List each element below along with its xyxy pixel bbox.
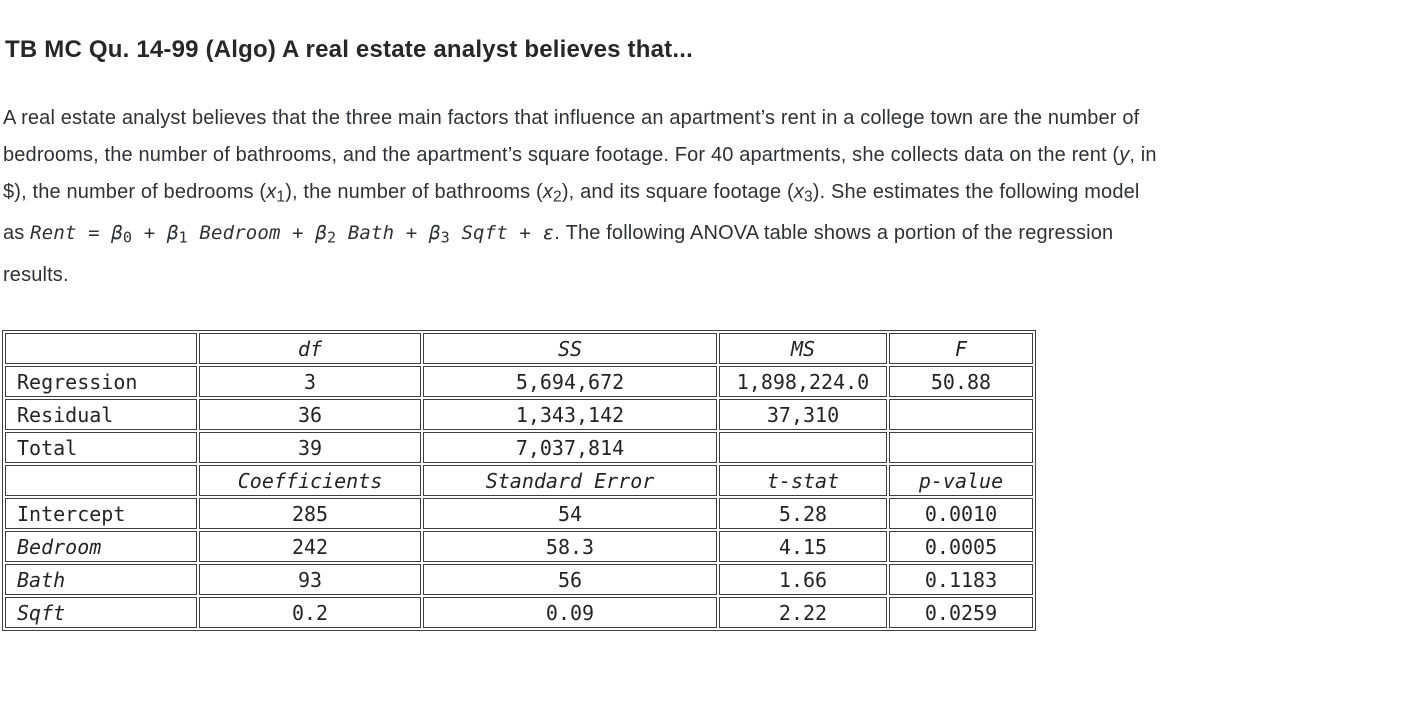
intro-text: results. [3,264,69,287]
cell-coefficient: 285 [199,498,421,530]
cell-p-value: 0.0259 [889,597,1033,629]
beta1: β [166,222,179,245]
beta3-subscript: 3 [440,229,450,248]
intro-line-1: A real estate analyst believes that the … [3,100,1428,137]
cell-ss: 1,343,142 [423,399,717,431]
row-label: Regression [5,366,197,398]
intro-text: $), the number of bedrooms ( [3,181,267,203]
row-label: Bath [5,564,197,596]
term-sqft: Sqft [449,222,508,245]
table-row-residual: Residual 36 1,343,142 37,310 [5,399,1033,431]
table-row-regression: Regression 3 5,694,672 1,898,224.0 50.88 [5,366,1033,398]
row-label: Bedroom [5,531,197,563]
intro-text: A real estate analyst believes that the … [3,107,1140,129]
epsilon-term: ε [542,222,555,245]
beta2: β [315,222,327,245]
coefficients-header-row: Coefficients Standard Error t-stat p-val… [5,465,1033,497]
cell-standard-error: 58.3 [423,531,717,563]
intro-text: ). She estimates the following model [812,181,1140,203]
anova-header-ms: MS [719,333,887,365]
term-bedroom: Bedroom [187,222,281,245]
var-y: y [1119,144,1130,166]
coef-header-standard-error: Standard Error [423,465,717,497]
cell-t-stat: 1.66 [719,564,887,596]
cell-ss: 5,694,672 [423,366,717,398]
cell-ms: 1,898,224.0 [719,366,887,398]
row-label: Residual [5,399,197,431]
intro-text: as [3,222,31,245]
intro-text: , in [1129,144,1157,166]
plus-sign: + [132,222,167,245]
intro-line-2: bedrooms, the number of bathrooms, and t… [3,137,1428,174]
cell-ss: 7,037,814 [423,432,717,464]
coef-header-p-value: p-value [889,465,1033,497]
cell-standard-error: 54 [423,498,717,530]
cell-f: 50.88 [889,366,1033,398]
cell-coefficient: 93 [199,564,421,596]
cell-t-stat: 2.22 [719,597,887,629]
beta2-subscript: 2 [326,229,337,248]
row-label: Intercept [5,498,197,530]
anova-header-empty [5,333,197,365]
anova-header-df: df [199,333,421,365]
coef-header-t-stat: t-stat [719,465,887,497]
intro-text: bedrooms, the number of bathrooms, and t… [3,144,1120,166]
cell-f [889,399,1033,431]
question-page: TB MC Qu. 14-99 (Algo) A real estate ana… [0,36,1428,726]
cell-standard-error: 0.09 [423,597,717,629]
table-row-bedroom: Bedroom 242 58.3 4.15 0.0005 [5,531,1033,563]
intro-line-4: as Rent = β0 + β1 Bedroom + β2 Bath + β3… [3,215,1428,257]
plus-sign: + [394,222,429,245]
table-row-total: Total 39 7,037,814 [5,432,1033,464]
cell-p-value: 0.0005 [889,531,1033,563]
anova-table: df SS MS F Regression 3 5,694,672 1,898,… [2,330,1036,632]
regression-model-formula: Rent = β0 + β1 Bedroom + β2 Bath + β3 Sq… [30,222,555,248]
question-title: TB MC Qu. 14-99 (Algo) A real estate ana… [5,36,693,63]
cell-p-value: 0.1183 [889,564,1033,596]
var-x1-subscript: 1 [276,188,286,206]
anova-header-ss: SS [423,333,717,365]
intro-text: ), the number of bathrooms ( [285,181,543,203]
intro-text: ), and its square footage ( [561,181,794,203]
cell-ms: 37,310 [719,399,887,431]
row-label: Total [5,432,197,464]
beta3: β [428,222,441,245]
cell-f [889,432,1033,464]
anova-header-f: F [889,333,1033,365]
term-rent: Rent [30,222,77,245]
cell-ms [719,432,887,464]
intro-line-5: results. [3,257,1428,294]
coef-header-empty [5,465,197,497]
plus-sign: + [507,222,543,245]
var-x1: x [266,181,277,203]
intro-text: . The following ANOVA table shows a port… [554,222,1114,245]
beta1-subscript: 1 [178,229,188,248]
plus-sign: + [280,222,316,245]
var-x2: x [542,181,554,203]
cell-df: 39 [199,432,421,464]
term-bath: Bath [336,222,395,245]
cell-df: 36 [199,399,421,431]
var-x3-subscript: 3 [803,188,813,206]
coef-header-coefficients: Coefficients [199,465,421,497]
beta0-subscript: 0 [122,229,133,248]
cell-df: 3 [199,366,421,398]
var-x2-subscript: 2 [553,188,562,206]
cell-coefficient: 0.2 [199,597,421,629]
cell-coefficient: 242 [199,531,421,563]
question-intro: A real estate analyst believes that the … [3,100,1428,294]
intro-line-3: $), the number of bedrooms (x1), the num… [3,174,1428,215]
beta0: β [111,222,123,245]
table-row-intercept: Intercept 285 54 5.28 0.0010 [5,498,1033,530]
cell-t-stat: 4.15 [719,531,887,563]
cell-t-stat: 5.28 [719,498,887,530]
cell-standard-error: 56 [423,564,717,596]
anova-header-row: df SS MS F [5,333,1033,365]
equals-sign: = [76,222,112,245]
var-x3: x [793,181,804,203]
cell-p-value: 0.0010 [889,498,1033,530]
table-row-bath: Bath 93 56 1.66 0.1183 [5,564,1033,596]
table-row-sqft: Sqft 0.2 0.09 2.22 0.0259 [5,597,1033,629]
row-label: Sqft [5,597,197,629]
